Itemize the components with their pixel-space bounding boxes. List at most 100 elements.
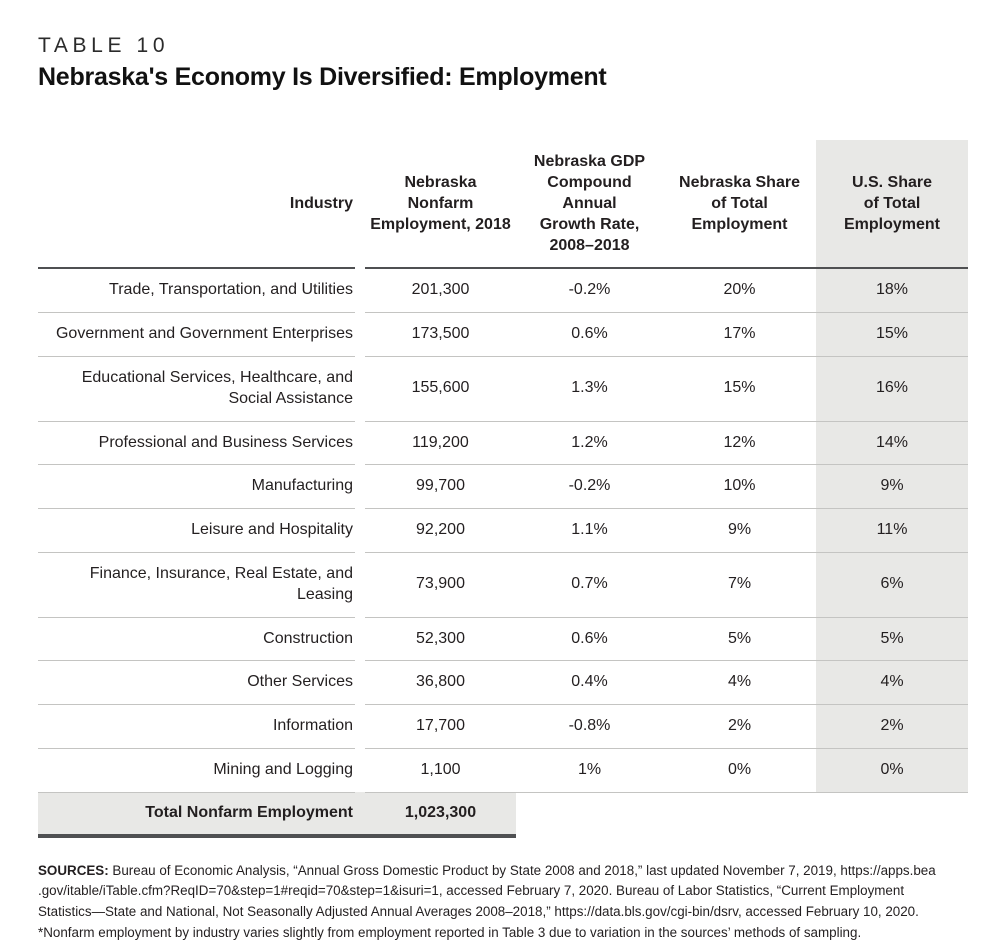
gap-cell: [355, 617, 365, 661]
us-share-cell: 15%: [816, 312, 968, 358]
growth-cell: -0.2%: [516, 464, 663, 510]
empty-cell: [663, 792, 816, 835]
empty-cell: [816, 792, 968, 835]
table-row: Manufacturing 99,700 -0.2% 10% 9%: [38, 464, 968, 510]
industry-cell: Information: [38, 704, 355, 749]
employment-table: Industry Nebraska Nonfarm Employment, 201…: [38, 140, 968, 838]
growth-cell: 0.7%: [516, 552, 663, 618]
header-employment: Nebraska Nonfarm Employment, 2018: [365, 140, 516, 270]
table-row: Mining and Logging 1,100 1% 0% 0%: [38, 748, 968, 793]
growth-cell: 1.2%: [516, 421, 663, 466]
table-row: Leisure and Hospitality 92,200 1.1% 9% 11%: [38, 508, 968, 553]
employment-cell: 155,600: [365, 356, 516, 422]
ne-share-cell: 12%: [663, 421, 816, 466]
growth-cell: -0.8%: [516, 704, 663, 749]
header-us-share: U.S. Share of Total Employment: [816, 140, 968, 270]
growth-cell: 1.1%: [516, 508, 663, 553]
industry-cell: Other Services: [38, 660, 355, 706]
us-share-cell: 9%: [816, 464, 968, 510]
table-row: Government and Government Enterprises 173…: [38, 312, 968, 358]
growth-cell: 0.4%: [516, 660, 663, 706]
footnote: SOURCES: Bureau of Economic Analysis, “A…: [38, 861, 983, 944]
ne-share-cell: 20%: [663, 268, 816, 314]
gap-cell: [355, 421, 365, 465]
employment-cell: 99,700: [365, 464, 516, 510]
total-row: Total Nonfarm Employment 1,023,300: [38, 792, 968, 838]
industry-cell: Manufacturing: [38, 464, 355, 510]
ne-share-cell: 4%: [663, 660, 816, 706]
sources-line-3: Statistics—State and National, Not Seaso…: [38, 904, 919, 920]
table-row: Other Services 36,800 0.4% 4% 4%: [38, 660, 968, 706]
header-ne-share: Nebraska Share of Total Employment: [663, 140, 816, 270]
total-label-cell: Total Nonfarm Employment: [38, 792, 355, 838]
header-industry: Industry: [38, 140, 355, 270]
gap-cell: [355, 268, 365, 312]
industry-cell: Finance, Insurance, Real Estate, and Lea…: [38, 552, 355, 618]
ne-share-cell: 10%: [663, 464, 816, 510]
table-row: Information 17,700 -0.8% 2% 2%: [38, 704, 968, 749]
industry-cell: Government and Government Enterprises: [38, 312, 355, 358]
table-header: Industry Nebraska Nonfarm Employment, 201…: [38, 140, 968, 270]
growth-cell: -0.2%: [516, 268, 663, 314]
table-row: Construction 52,300 0.6% 5% 5%: [38, 617, 968, 662]
us-share-cell: 0%: [816, 748, 968, 793]
us-share-cell: 5%: [816, 617, 968, 662]
growth-cell: 0.6%: [516, 312, 663, 358]
ne-share-cell: 2%: [663, 704, 816, 749]
table-row: Finance, Insurance, Real Estate, and Lea…: [38, 552, 968, 618]
table-row: Professional and Business Services 119,20…: [38, 421, 968, 466]
growth-cell: 1%: [516, 748, 663, 793]
growth-cell: 0.6%: [516, 617, 663, 662]
employment-cell: 52,300: [365, 617, 516, 662]
total-gap-cell: [355, 792, 365, 838]
gap-cell: [355, 748, 365, 792]
employment-cell: 173,500: [365, 312, 516, 358]
gap-cell: [355, 705, 365, 749]
us-share-cell: 4%: [816, 660, 968, 706]
gap-cell: [355, 661, 365, 705]
sources-line-1: SOURCES: Bureau of Economic Analysis, “A…: [38, 861, 983, 882]
ne-share-cell: 17%: [663, 312, 816, 358]
empty-cell: [516, 792, 663, 835]
total-employment-cell: 1,023,300: [365, 792, 516, 838]
sampling-note: *Nonfarm employment by industry varies s…: [38, 924, 862, 940]
employment-cell: 73,900: [365, 552, 516, 618]
industry-cell: Trade, Transportation, and Utilities: [38, 268, 355, 314]
table-row: Educational Services, Healthcare, and So…: [38, 356, 968, 422]
ne-share-cell: 5%: [663, 617, 816, 662]
header-growth: Nebraska GDP Compound Annual Growth Rate…: [516, 140, 663, 270]
industry-cell: Educational Services, Healthcare, and So…: [38, 356, 355, 422]
sources-label: SOURCES:: [38, 862, 109, 878]
employment-cell: 17,700: [365, 704, 516, 749]
employment-cell: 36,800: [365, 660, 516, 706]
us-share-cell: 18%: [816, 268, 968, 314]
growth-cell: 1.3%: [516, 356, 663, 422]
employment-cell: 92,200: [365, 508, 516, 553]
employment-cell: 1,100: [365, 748, 516, 793]
us-share-cell: 16%: [816, 356, 968, 422]
industry-cell: Construction: [38, 617, 355, 662]
industry-cell: Professional and Business Services: [38, 421, 355, 466]
gap-cell: [355, 313, 365, 357]
header-row: Industry Nebraska Nonfarm Employment, 201…: [38, 140, 968, 270]
ne-share-cell: 15%: [663, 356, 816, 422]
ne-share-cell: 0%: [663, 748, 816, 793]
us-share-cell: 11%: [816, 508, 968, 553]
us-share-cell: 14%: [816, 421, 968, 466]
table-title: Nebraska's Economy Is Diversified: Emplo…: [38, 63, 607, 92]
ne-share-cell: 9%: [663, 508, 816, 553]
us-share-cell: 6%: [816, 552, 968, 618]
gap-cell: [355, 553, 365, 618]
employment-cell: 119,200: [365, 421, 516, 466]
employment-cell: 201,300: [365, 268, 516, 314]
gap-cell: [355, 357, 365, 422]
sources-line-1-text: Bureau of Economic Analysis, “Annual Gro…: [112, 862, 936, 878]
sources-line-2: .gov/itable/iTable.cfm?ReqID=70&step=1#r…: [38, 883, 905, 899]
gap-cell: [355, 509, 365, 553]
table-row: Trade, Transportation, and Utilities 201,…: [38, 268, 968, 314]
industry-cell: Mining and Logging: [38, 748, 355, 793]
table-body: Trade, Transportation, and Utilities 201,…: [38, 268, 968, 838]
us-share-cell: 2%: [816, 704, 968, 749]
ne-share-cell: 7%: [663, 552, 816, 618]
header-gap: [355, 140, 365, 268]
